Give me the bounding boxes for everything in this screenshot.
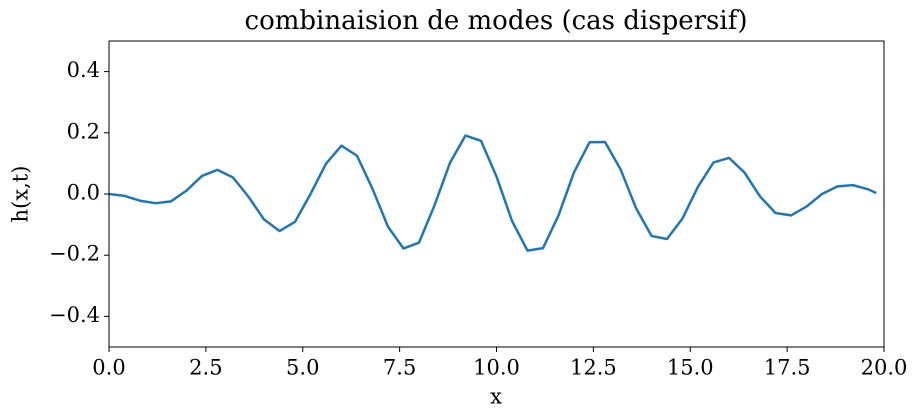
- y-tick-label: −0.2: [49, 242, 100, 266]
- y-tick-label: 0.4: [67, 58, 100, 82]
- x-tick-label: 17.5: [764, 356, 811, 380]
- y-tick-label: 0.0: [67, 181, 100, 205]
- x-tick-label: 5.0: [286, 356, 319, 380]
- x-tick-label: 15.0: [667, 356, 714, 380]
- x-tick-label: 7.5: [383, 356, 416, 380]
- x-tick-label: 2.5: [189, 356, 222, 380]
- plot-frame: [108, 40, 885, 348]
- x-tick-label: 20.0: [861, 356, 908, 380]
- y-axis-label: h(x,t): [9, 166, 33, 223]
- y-tick-label: −0.4: [49, 303, 100, 327]
- x-axis-label: x: [490, 385, 502, 409]
- x-tick-label: 0.0: [92, 356, 125, 380]
- y-tick-label: 0.2: [67, 119, 100, 143]
- data-line: [108, 134, 877, 252]
- x-tick-label: 12.5: [570, 356, 617, 380]
- chart-title: combinaision de modes (cas dispersif): [245, 6, 748, 36]
- x-tick-label: 10.0: [473, 356, 520, 380]
